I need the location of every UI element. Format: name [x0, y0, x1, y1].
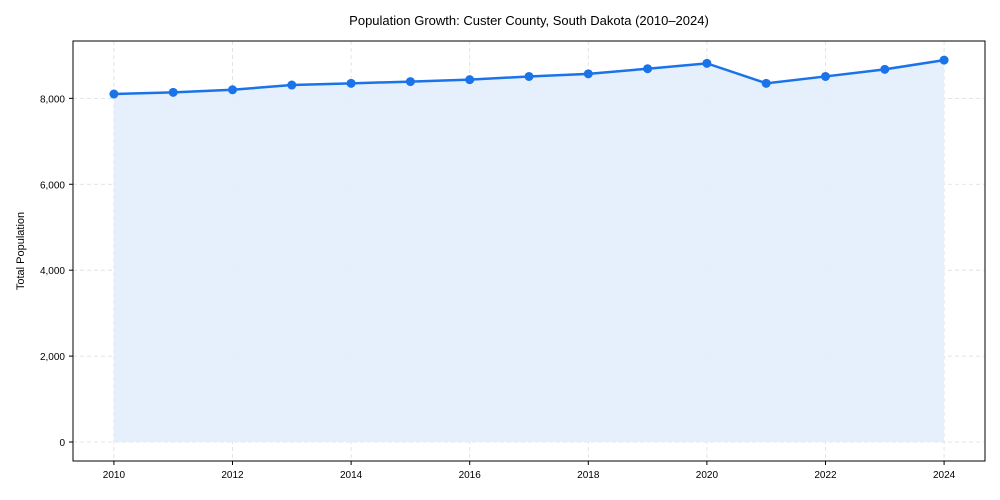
y-tick-label: 2,000 [40, 352, 65, 363]
x-tick-label: 2018 [577, 470, 600, 481]
data-point [168, 87, 178, 97]
x-axis: 2010 2012 2014 2016 2018 2020 2022 2024 [103, 461, 956, 481]
data-point [346, 78, 356, 88]
data-point [109, 89, 119, 99]
x-tick-label: 2016 [459, 470, 482, 481]
data-point [465, 75, 475, 85]
y-axis-label: Total Population [15, 212, 27, 290]
data-point [228, 85, 238, 95]
y-tick-label: 4,000 [40, 266, 65, 277]
data-point [583, 69, 593, 79]
data-point [880, 64, 890, 74]
x-tick-label: 2010 [103, 470, 126, 481]
chart-title: Population Growth: Custer County, South … [349, 13, 709, 28]
x-tick-label: 2024 [933, 470, 956, 481]
y-tick-label: 8,000 [40, 94, 65, 105]
data-points [109, 55, 949, 99]
data-point [702, 58, 712, 68]
data-point [405, 77, 415, 87]
data-point [939, 55, 949, 65]
data-point [287, 80, 297, 90]
x-tick-label: 2020 [696, 470, 719, 481]
x-tick-label: 2014 [340, 470, 363, 481]
area-fill [113, 60, 945, 443]
plot-frame [72, 40, 986, 462]
y-tick-label: 6,000 [40, 180, 65, 191]
data-point [761, 78, 771, 88]
data-point [820, 71, 830, 81]
data-point [524, 71, 534, 81]
data-point [643, 64, 653, 74]
y-tick-label: 0 [59, 438, 65, 449]
y-axis: 0 2,000 4,000 6,000 8,000 [40, 94, 73, 449]
x-tick-label: 2022 [814, 470, 837, 481]
x-tick-label: 2012 [221, 470, 244, 481]
